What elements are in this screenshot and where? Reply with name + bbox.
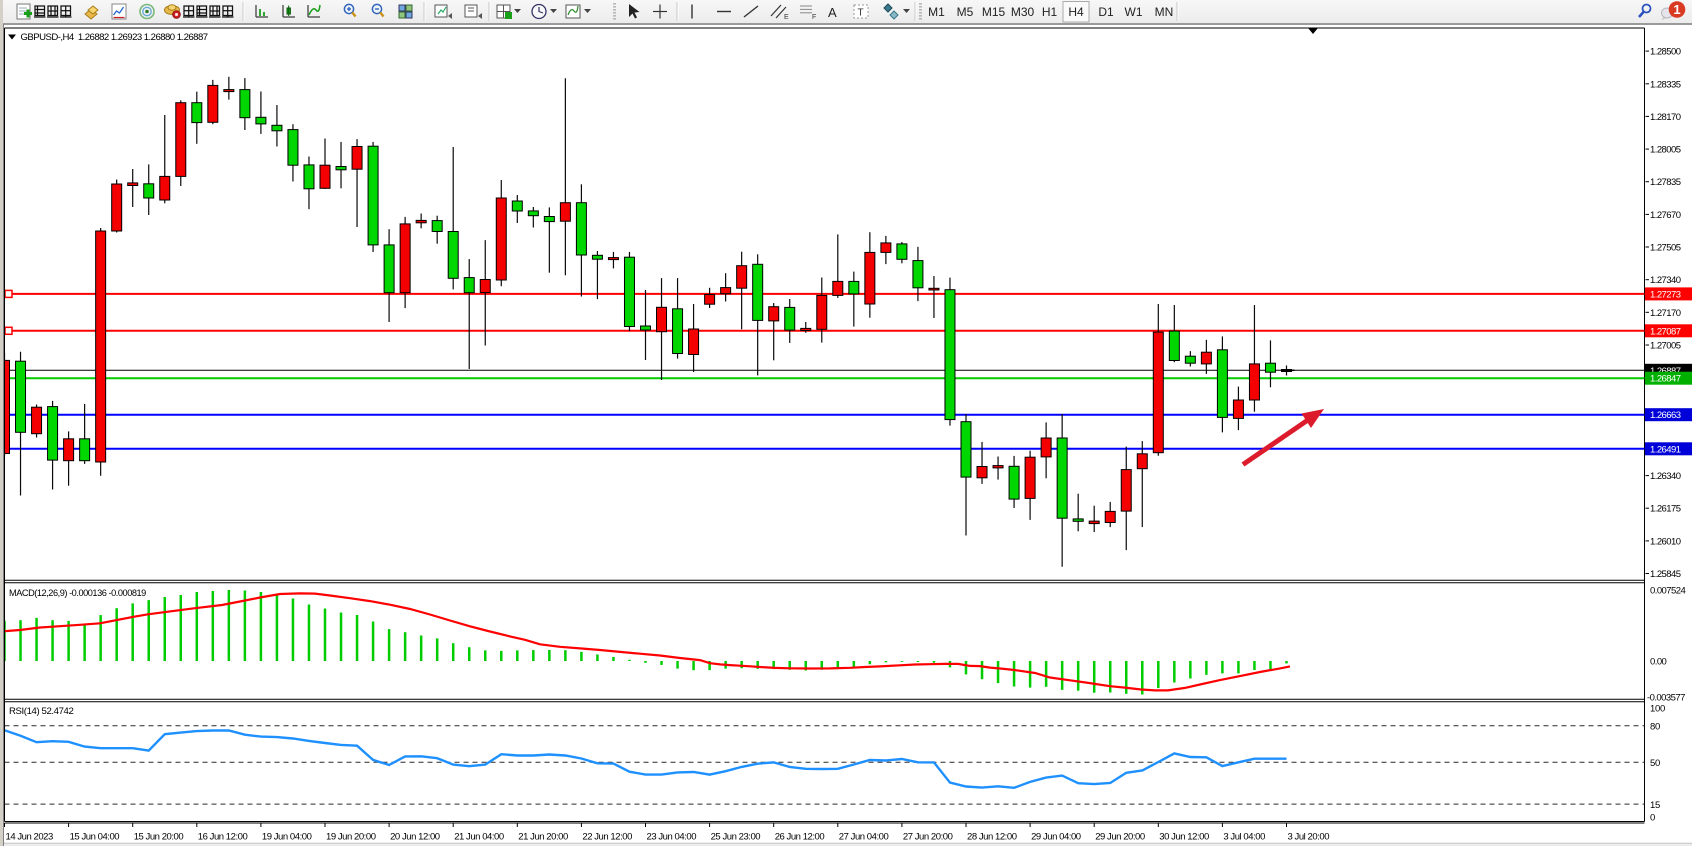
svg-text:29 Jun 04:00: 29 Jun 04:00: [1031, 832, 1081, 843]
svg-text:1.28170: 1.28170: [1650, 112, 1681, 123]
svg-text:3 Jul 04:00: 3 Jul 04:00: [1223, 832, 1265, 843]
svg-text:1.25845: 1.25845: [1650, 569, 1681, 580]
svg-text:0: 0: [1650, 813, 1655, 824]
svg-text:1.26175: 1.26175: [1650, 504, 1681, 515]
svg-text:15: 15: [1650, 800, 1660, 811]
svg-text:15 Jun 04:00: 15 Jun 04:00: [70, 832, 120, 843]
svg-text:1.27273: 1.27273: [1650, 289, 1681, 300]
svg-text:30 Jun 12:00: 30 Jun 12:00: [1159, 832, 1209, 843]
svg-text:RSI(14) 52.4742: RSI(14) 52.4742: [9, 706, 73, 717]
svg-text:1.26663: 1.26663: [1650, 410, 1681, 421]
svg-text:1.27340: 1.27340: [1650, 275, 1681, 286]
svg-text:1.27170: 1.27170: [1650, 308, 1681, 319]
svg-text:W1: W1: [1125, 5, 1143, 19]
svg-text:80: 80: [1650, 722, 1660, 733]
svg-text:M30: M30: [1011, 5, 1035, 19]
svg-text:M5: M5: [957, 5, 974, 19]
svg-text:3 Jul 20:00: 3 Jul 20:00: [1288, 832, 1330, 843]
svg-text:1.26491: 1.26491: [1650, 444, 1681, 455]
svg-text:0.00: 0.00: [1650, 657, 1667, 668]
svg-text:MACD(12,26,9) -0.000136 -0.000: MACD(12,26,9) -0.000136 -0.000819: [9, 588, 146, 598]
svg-text:1.26847: 1.26847: [1650, 374, 1681, 385]
svg-text:1.27505: 1.27505: [1650, 243, 1681, 254]
svg-text:14 Jun 2023: 14 Jun 2023: [6, 832, 54, 843]
svg-text:21 Jun 04:00: 21 Jun 04:00: [454, 832, 504, 843]
svg-text:T: T: [858, 8, 864, 19]
svg-text:1: 1: [1673, 2, 1680, 17]
svg-text:21 Jun 20:00: 21 Jun 20:00: [518, 832, 568, 843]
svg-text:22 Jun 12:00: 22 Jun 12:00: [582, 832, 632, 843]
svg-text:1.27670: 1.27670: [1650, 210, 1681, 221]
svg-text:0.007524: 0.007524: [1650, 586, 1685, 597]
svg-text:H4: H4: [1068, 5, 1084, 19]
svg-text:H1: H1: [1042, 5, 1058, 19]
svg-text:27 Jun 04:00: 27 Jun 04:00: [839, 832, 889, 843]
svg-text:1.26010: 1.26010: [1650, 536, 1681, 547]
svg-text:1.28500: 1.28500: [1650, 47, 1681, 58]
svg-text:1.27087: 1.27087: [1650, 326, 1681, 337]
svg-text:100: 100: [1650, 704, 1665, 715]
svg-text:1.27005: 1.27005: [1650, 341, 1681, 352]
svg-text:-0.003577: -0.003577: [1647, 693, 1685, 704]
svg-text:16 Jun 12:00: 16 Jun 12:00: [198, 832, 248, 843]
svg-text:A: A: [828, 5, 837, 20]
svg-text:M1: M1: [928, 5, 945, 19]
svg-text:50: 50: [1650, 758, 1660, 769]
svg-text:F: F: [812, 14, 816, 21]
svg-text:19 Jun 20:00: 19 Jun 20:00: [326, 832, 376, 843]
svg-text:D1: D1: [1098, 5, 1114, 19]
svg-text:1.26340: 1.26340: [1650, 471, 1681, 482]
svg-text:MN: MN: [1155, 5, 1174, 19]
svg-text:23 Jun 04:00: 23 Jun 04:00: [647, 832, 697, 843]
svg-text:27 Jun 20:00: 27 Jun 20:00: [903, 832, 953, 843]
svg-text:25 Jun 23:00: 25 Jun 23:00: [711, 832, 761, 843]
svg-text:15 Jun 20:00: 15 Jun 20:00: [134, 832, 184, 843]
svg-text:20 Jun 12:00: 20 Jun 12:00: [390, 832, 440, 843]
svg-text:GBPUSD-,H4 1.26882 1.26923 1.: GBPUSD-,H4 1.26882 1.26923 1.26880 1.268…: [21, 32, 208, 43]
svg-text:1.27835: 1.27835: [1650, 177, 1681, 188]
svg-text:29 Jun 20:00: 29 Jun 20:00: [1095, 832, 1145, 843]
svg-text:E: E: [784, 14, 789, 21]
svg-text:1.28005: 1.28005: [1650, 145, 1681, 156]
svg-text:1.28335: 1.28335: [1650, 79, 1681, 90]
svg-text:19 Jun 04:00: 19 Jun 04:00: [262, 832, 312, 843]
svg-text:26 Jun 12:00: 26 Jun 12:00: [775, 832, 825, 843]
svg-text:M15: M15: [982, 5, 1006, 19]
svg-text:28 Jun 12:00: 28 Jun 12:00: [967, 832, 1017, 843]
svg-text:1.26887: 1.26887: [1650, 366, 1681, 377]
